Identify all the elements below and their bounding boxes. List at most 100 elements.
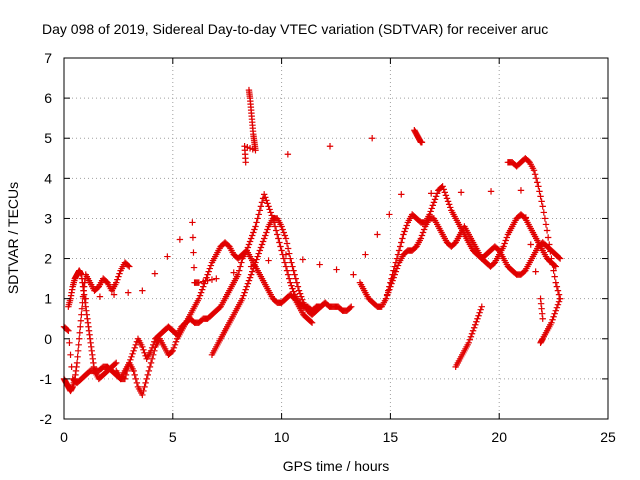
data-point	[388, 280, 395, 287]
data-point	[517, 187, 525, 194]
data-point	[537, 193, 544, 200]
data-point	[275, 235, 282, 242]
data-point	[144, 371, 151, 379]
data-point	[204, 271, 211, 278]
data-point	[286, 250, 293, 257]
series-track-c	[65, 267, 120, 383]
data-point	[541, 215, 549, 222]
data-point	[124, 289, 132, 296]
data-point	[130, 347, 137, 355]
data-point	[556, 295, 564, 302]
data-point	[348, 303, 355, 310]
data-point	[263, 197, 270, 204]
data-point	[476, 309, 483, 316]
data-point	[439, 183, 446, 190]
data-point	[316, 261, 323, 268]
data-point	[251, 226, 258, 233]
data-point	[433, 190, 441, 197]
y-tick-label: -2	[40, 411, 53, 427]
data-point	[281, 259, 289, 266]
y-tick-label: -1	[40, 371, 53, 387]
data-point	[145, 367, 153, 375]
data-point	[277, 243, 284, 250]
data-point	[82, 295, 89, 302]
data-point	[428, 190, 435, 197]
data-point	[256, 247, 264, 254]
data-point	[299, 256, 307, 263]
data-point	[110, 291, 118, 298]
data-point	[429, 202, 437, 209]
data-point	[235, 267, 243, 274]
data-point	[113, 359, 120, 367]
series-track-j	[537, 295, 564, 346]
data-point	[333, 266, 340, 273]
data-point	[556, 255, 564, 262]
data-point	[346, 304, 354, 311]
data-point	[284, 271, 292, 278]
data-point	[73, 359, 81, 367]
data-point	[256, 207, 264, 214]
data-point	[245, 277, 253, 284]
plot-frame	[63, 57, 609, 420]
data-point	[200, 278, 207, 285]
data-point	[440, 186, 447, 193]
data-point	[540, 209, 548, 216]
data-point	[262, 194, 269, 201]
x-tick-label: 10	[274, 429, 290, 445]
data-point	[168, 348, 175, 356]
x-tick-label: 0	[60, 429, 68, 445]
data-point	[130, 367, 137, 375]
data-point	[74, 347, 82, 355]
data-point	[553, 283, 561, 290]
data-point	[240, 292, 247, 299]
data-point	[431, 196, 439, 203]
data-point	[129, 350, 136, 358]
data-point	[255, 211, 262, 218]
data-point	[148, 355, 156, 363]
data-point	[532, 175, 540, 182]
data-point	[291, 271, 298, 278]
data-point	[253, 219, 260, 226]
data-point	[257, 244, 265, 251]
data-point	[289, 285, 296, 292]
data-point	[255, 250, 262, 257]
data-point	[447, 204, 454, 211]
data-point	[258, 199, 266, 206]
data-point	[190, 249, 197, 256]
data-point	[132, 341, 140, 348]
data-point	[403, 222, 410, 229]
data-point	[265, 203, 272, 210]
data-marks	[60, 86, 564, 399]
data-point	[295, 287, 303, 294]
series-track-e	[208, 215, 329, 359]
data-point	[417, 235, 425, 242]
data-point	[131, 344, 138, 352]
data-point	[132, 375, 140, 383]
data-point	[287, 255, 294, 262]
data-point	[164, 253, 171, 260]
x-axis-label: GPS time / hours	[283, 458, 390, 474]
y-axis-label: SDTVAR / TECUs	[5, 182, 21, 294]
data-point	[113, 279, 120, 286]
data-point	[140, 346, 147, 354]
data-point	[139, 391, 146, 399]
data-point	[242, 159, 249, 166]
data-point	[554, 301, 562, 308]
data-point	[382, 295, 390, 302]
data-point	[283, 240, 291, 247]
data-point	[245, 241, 253, 248]
data-point	[172, 338, 180, 345]
data-point	[265, 257, 272, 264]
data-point	[457, 189, 465, 196]
data-point	[288, 259, 295, 266]
data-point	[539, 203, 546, 210]
data-point	[203, 274, 210, 281]
data-point	[548, 319, 555, 326]
data-point	[266, 206, 273, 213]
data-point	[260, 191, 268, 198]
data-point	[289, 263, 296, 270]
data-point	[67, 351, 74, 359]
data-point	[522, 214, 530, 221]
data-point	[274, 231, 281, 238]
data-point	[234, 271, 242, 278]
